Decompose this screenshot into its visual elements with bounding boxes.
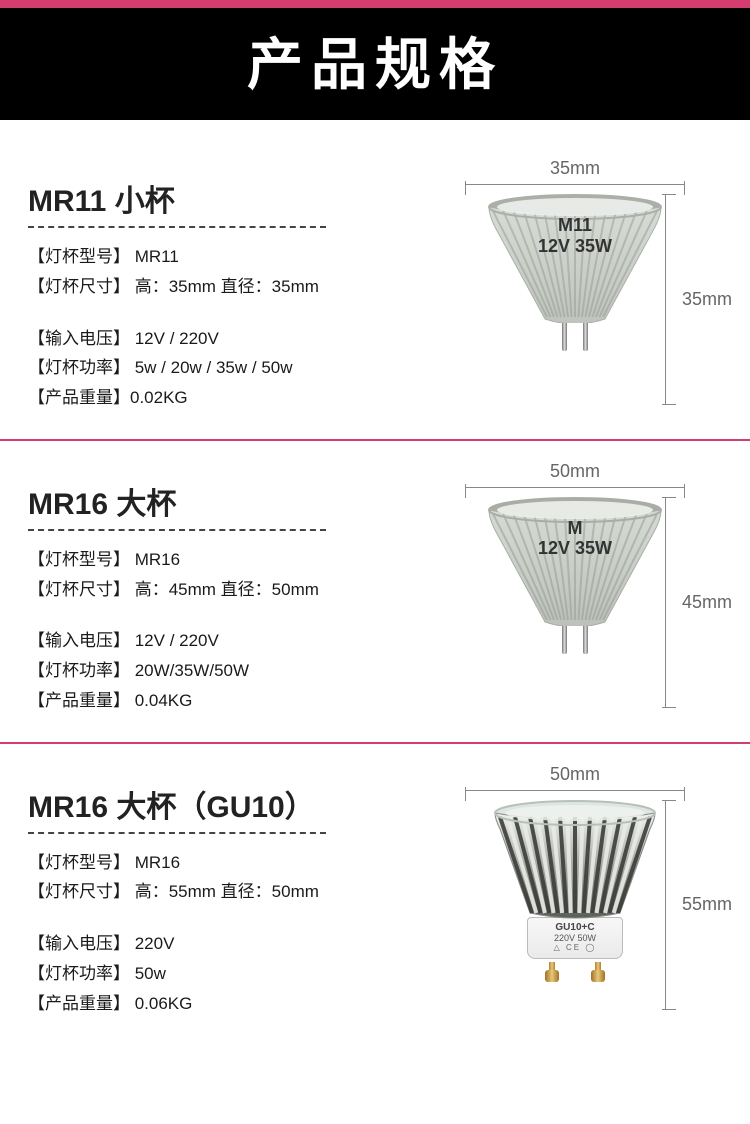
dimension-width: 50mm <box>465 764 685 801</box>
spec-size: 【灯杯尺寸】 高：45mm 直径：50mm <box>28 575 428 605</box>
spec-weight: 【产品重量】 0.06KG <box>28 989 428 1019</box>
bulb-illustration: GU10+C 220V 50W △ CE ◯ <box>490 799 660 982</box>
spec-power: 【灯杯功率】 20W/35W/50W <box>28 656 428 686</box>
product-title: MR16 大杯（GU10） <box>28 782 428 826</box>
title-divider <box>28 529 326 531</box>
spec-weight: 【产品重量】0.02KG <box>28 383 428 413</box>
bulb-marking: M 12V 35W <box>485 518 665 559</box>
spec-power: 【灯杯功率】 50w <box>28 959 428 989</box>
spec-column: MR11 小杯 【灯杯型号】 MR11 【灯杯尺寸】 高：35mm 直径：35m… <box>28 158 428 413</box>
image-column: 35mm M11 12V 35W <box>428 158 722 413</box>
product-section-mr11: MR11 小杯 【灯杯型号】 MR11 【灯杯尺寸】 高：35mm 直径：35m… <box>0 138 750 439</box>
spec-column: MR16 大杯 【灯杯型号】 MR16 【灯杯尺寸】 高：45mm 直径：50m… <box>28 461 428 716</box>
spec-size: 【灯杯尺寸】 高：35mm 直径：35mm <box>28 272 428 302</box>
product-section-mr16: MR16 大杯 【灯杯型号】 MR16 【灯杯尺寸】 高：45mm 直径：50m… <box>0 439 750 742</box>
product-section-gu10: MR16 大杯（GU10） 【灯杯型号】 MR16 【灯杯尺寸】 高：55mm … <box>0 742 750 1045</box>
product-title: MR11 小杯 <box>28 176 428 220</box>
header-banner: 产品规格 <box>0 0 750 120</box>
spec-voltage: 【输入电压】 12V / 220V <box>28 626 428 656</box>
title-divider <box>28 832 326 834</box>
spec-voltage: 【输入电压】 12V / 220V <box>28 324 428 354</box>
header-accent <box>0 0 750 8</box>
image-column: 50mm M 12V 35W <box>428 461 722 716</box>
dimension-height: 45mm <box>662 497 732 708</box>
bulb-illustration: M11 12V 35W <box>485 193 665 351</box>
gu10-base-label: GU10+C 220V 50W △ CE ◯ <box>527 917 623 959</box>
spec-size: 【灯杯尺寸】 高：55mm 直径：50mm <box>28 877 428 907</box>
image-column: 50mm GU10+C 220V 50W △ CE ◯ <box>428 764 722 1019</box>
spec-model: 【灯杯型号】 MR16 <box>28 848 428 878</box>
bulb-illustration: M 12V 35W <box>485 496 665 654</box>
bulb-marking: M11 12V 35W <box>485 215 665 256</box>
spec-column: MR16 大杯（GU10） 【灯杯型号】 MR16 【灯杯尺寸】 高：55mm … <box>28 764 428 1019</box>
spec-weight: 【产品重量】 0.04KG <box>28 686 428 716</box>
spec-power: 【灯杯功率】 5w / 20w / 35w / 50w <box>28 353 428 383</box>
spec-model: 【灯杯型号】 MR16 <box>28 545 428 575</box>
dimension-height: 35mm <box>662 194 732 405</box>
dimension-width: 35mm <box>465 158 685 195</box>
spec-voltage: 【输入电压】 220V <box>28 929 428 959</box>
page-title: 产品规格 <box>247 20 503 101</box>
gu10-pins <box>490 962 660 982</box>
spec-model: 【灯杯型号】 MR11 <box>28 242 428 272</box>
title-divider <box>28 226 326 228</box>
dimension-width: 50mm <box>465 461 685 498</box>
bulb-pins <box>485 321 665 351</box>
bulb-pins <box>485 624 665 654</box>
product-title: MR16 大杯 <box>28 479 428 523</box>
dimension-height: 55mm <box>662 800 732 1011</box>
